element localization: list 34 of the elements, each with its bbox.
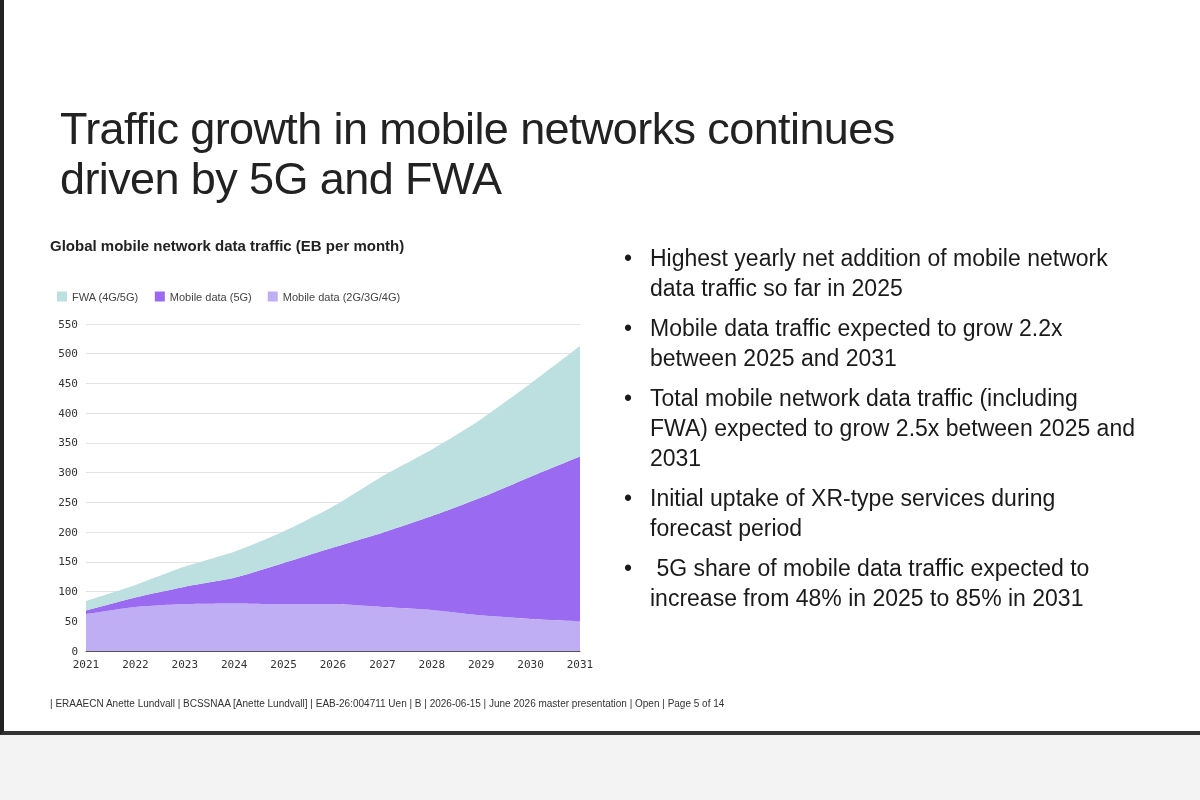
y-tick-label: 400 [58, 406, 78, 420]
x-tick-label: 2025 [270, 658, 297, 671]
x-tick-label: 2028 [418, 658, 446, 671]
x-tick-label: 2031 [566, 658, 594, 671]
x-tick-label: 2030 [517, 658, 544, 671]
text: • 5G share of mobile data traffic expected to increase from 48% in 2025 to 85% in 2031 [624, 554, 1091, 613]
y-tick-label: 50 [64, 614, 78, 628]
chart-subtitle: Global mobile network data traffic (EB per month) [50, 237, 405, 254]
legend-label: Mobile data (2G/3G/4G) [282, 290, 401, 303]
text: • Mobile data traffic expected to grow 2.2x between 2025 and 2031 [624, 314, 1064, 373]
x-tick-label: 2029 [467, 658, 495, 671]
text: • Highest yearly net addition of mobile network data traffic so far in 2025 [624, 244, 1109, 303]
text: • Initial uptake of XR-type services during forecast period [624, 484, 1057, 543]
y-tick-label: 150 [58, 555, 78, 569]
text: • Total mobile network data traffic (including FWA) expected to grow 2.5x between 2025 and 2031 [624, 384, 1136, 473]
y-tick-label: 350 [58, 436, 78, 450]
legend-label: Mobile data (5G) [169, 290, 252, 303]
y-tick-label: 200 [58, 525, 78, 539]
y-tick-label: 500 [58, 347, 78, 361]
x-tick-label: 2024 [220, 658, 248, 671]
text: | ERAAECN Anette Lundvall | BCSSNAA [Anette Lundvall] | EAB-26:004711 Uen | B | 2026-06-15 | June 2026 master presentation | Open | Page 5 of 14 [50, 698, 725, 709]
legend-label: FWA (4G/5G) [72, 290, 139, 303]
x-tick-label: 2021 [72, 658, 100, 671]
x-tick-label: 2027 [369, 658, 396, 671]
y-tick-label: 550 [58, 317, 78, 331]
y-tick-label: 100 [58, 585, 78, 599]
y-tick-label: 250 [58, 495, 78, 509]
x-tick-label: 2026 [319, 658, 347, 671]
y-tick-label: 300 [58, 466, 78, 480]
x-tick-label: 2022 [122, 658, 149, 671]
y-tick-label: 450 [58, 376, 78, 390]
x-tick-label: 2023 [171, 658, 199, 671]
chart-title: Traffic growth in mobile networks continues driven by 5G and FWA [60, 103, 896, 204]
y-tick-label: 0 [71, 644, 78, 658]
